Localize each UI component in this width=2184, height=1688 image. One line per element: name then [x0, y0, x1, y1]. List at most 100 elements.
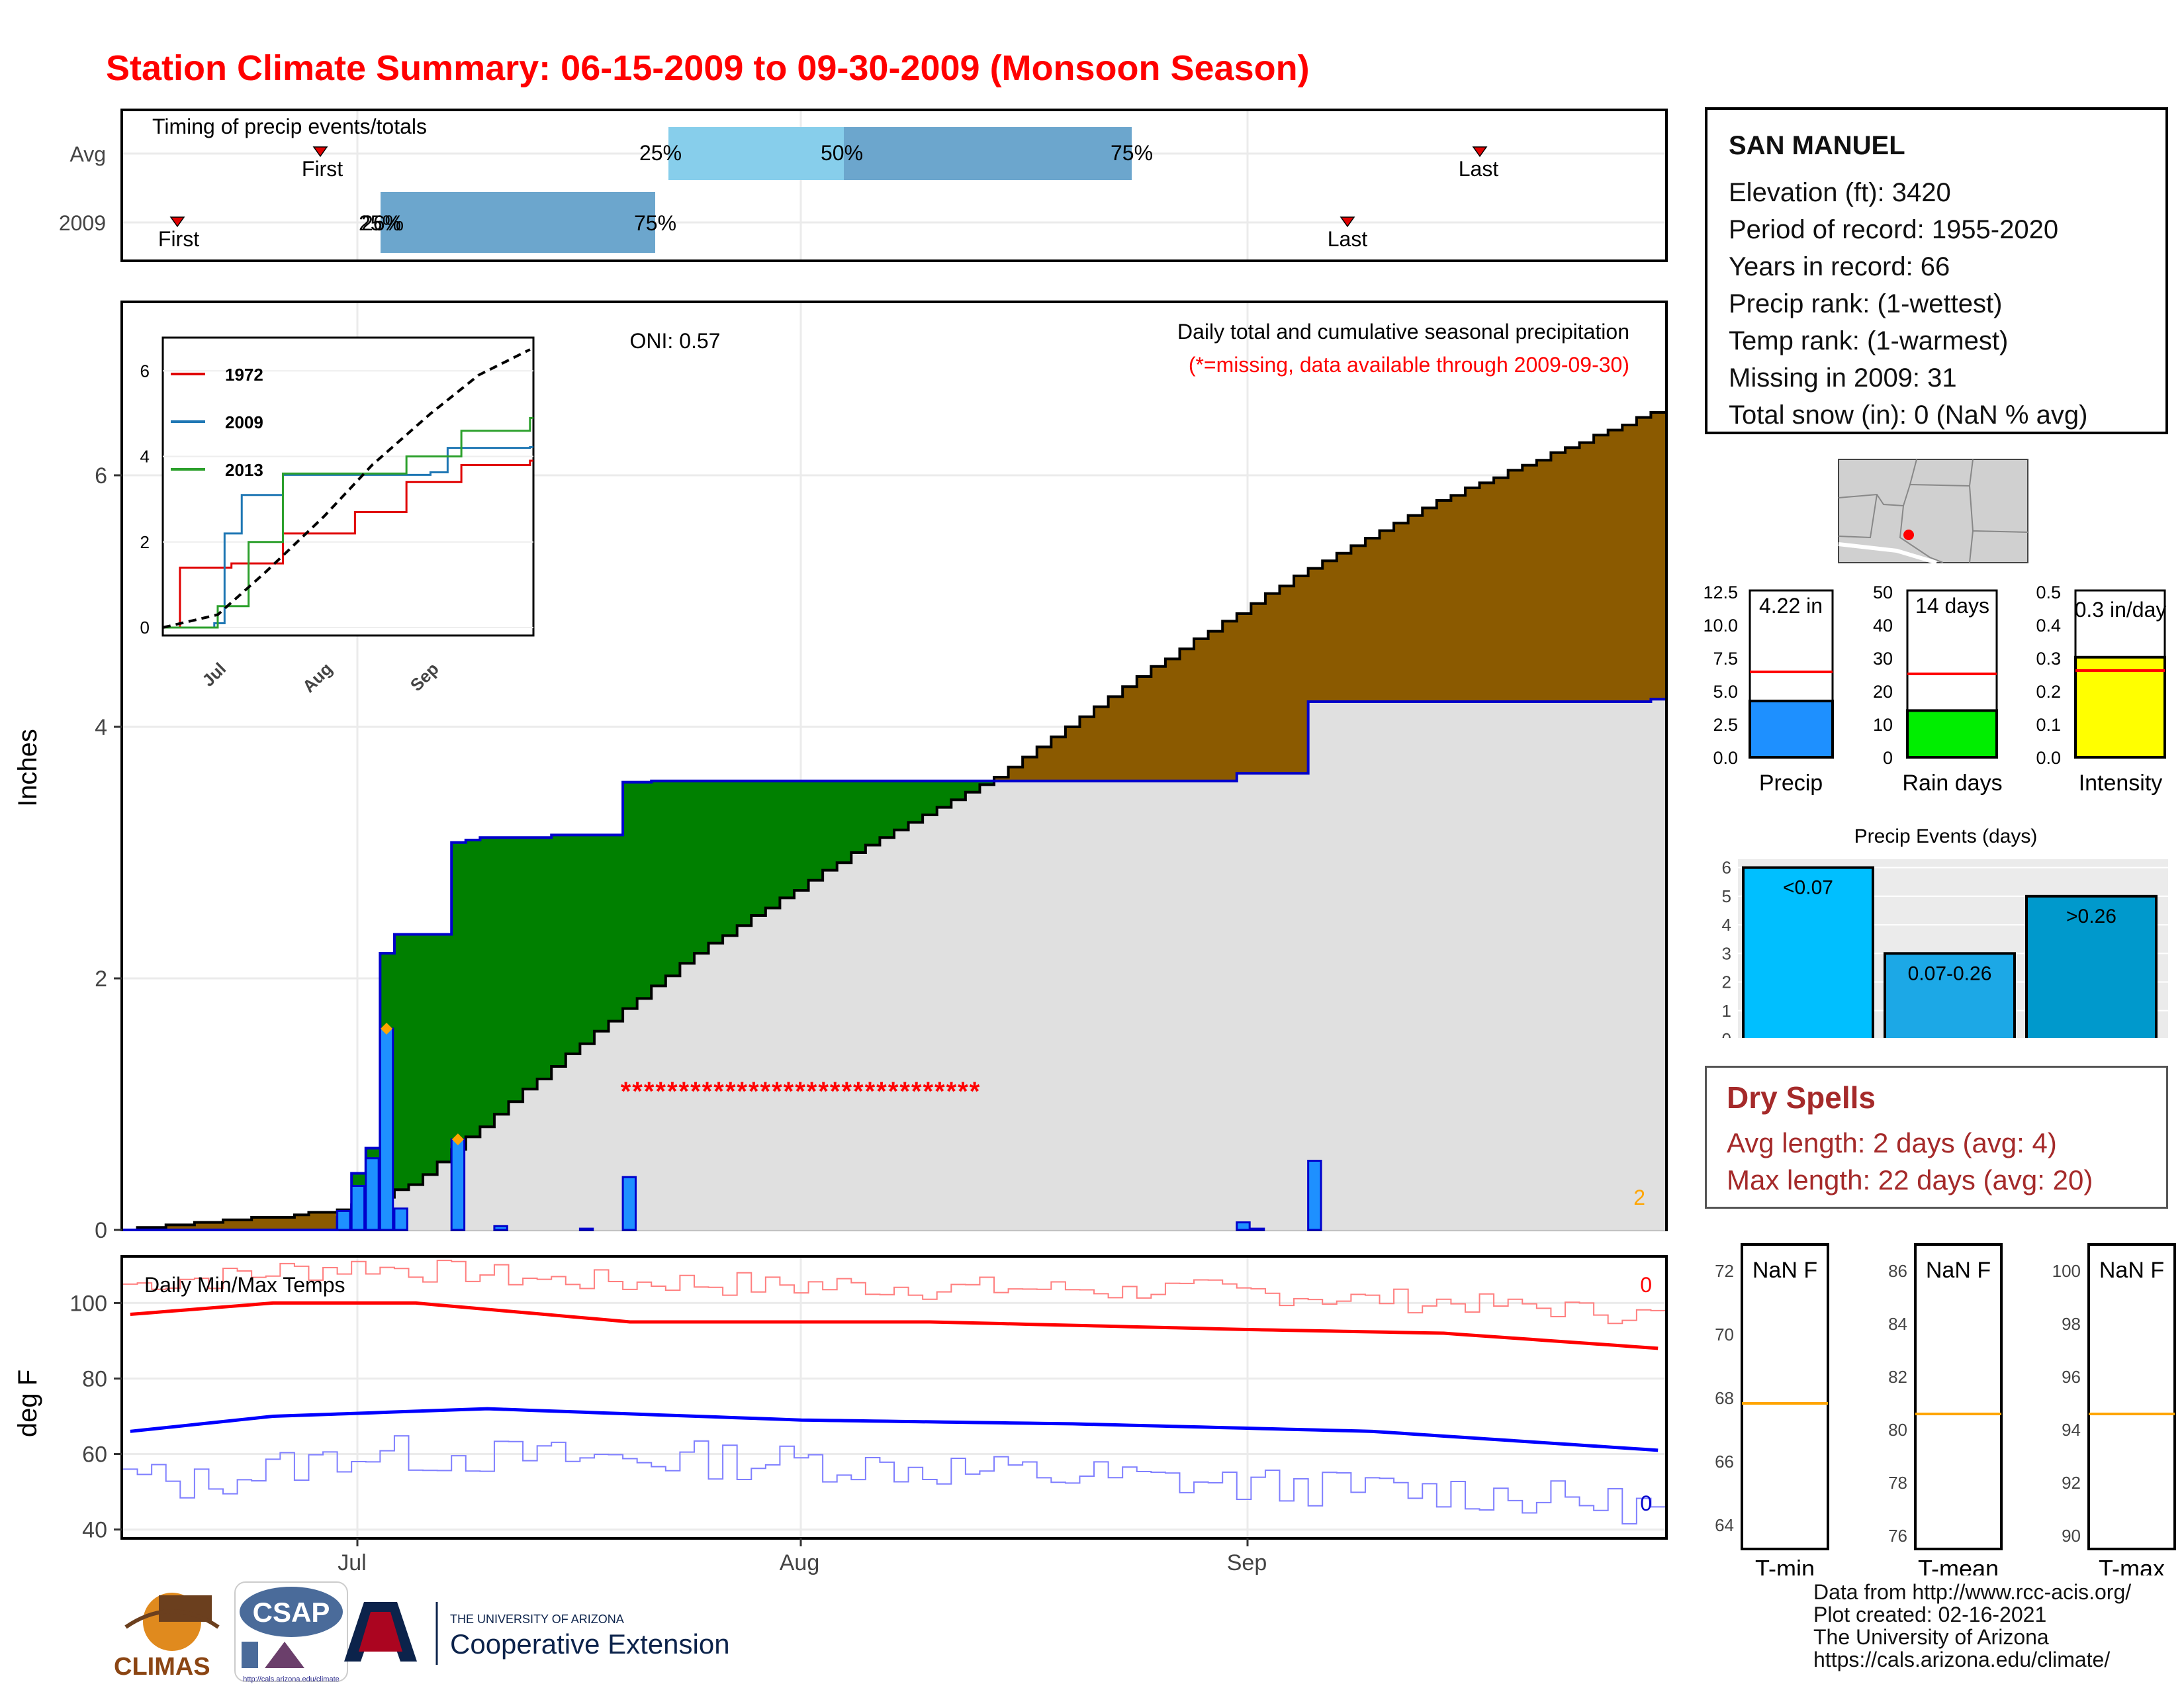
temp-box-tick: 66	[1715, 1452, 1734, 1472]
raindays-tick-3: 20	[1873, 682, 1893, 702]
credit-line-2: Plot created: 02-16-2021	[1813, 1603, 2047, 1626]
inset-y-tick: 4	[140, 447, 150, 467]
daily-bar	[393, 1207, 408, 1231]
y2009-first-marker	[169, 216, 185, 228]
temp-box-tick: 94	[2062, 1420, 2081, 1440]
pe-range-label: 0.07-0.26	[1908, 962, 1992, 984]
tmax-count: 0	[1640, 1273, 1652, 1297]
tmax-avg-line	[130, 1301, 1659, 1350]
daily-bar	[621, 1176, 637, 1231]
credit-line-3: The University of Arizona	[1813, 1625, 2049, 1649]
intensity-tick-0: 0.5	[2036, 583, 2061, 602]
y2009-first-label: First	[158, 227, 199, 251]
daily-precip-bars	[336, 1027, 1322, 1231]
main-subtitle: Daily total and cumulative seasonal prec…	[1177, 320, 1629, 344]
pe-y-tick: 3	[1722, 943, 1731, 963]
precip-value-bar	[1749, 699, 1834, 759]
oni-label: ONI: 0.57	[630, 329, 721, 353]
daily-bar	[578, 1227, 594, 1231]
temp-y-tick-label: 60	[82, 1442, 107, 1468]
csap-url: http://cals.arizona.edu/climate	[243, 1675, 340, 1683]
temp-box-value: NaN F	[2099, 1258, 2164, 1283]
avg-last-label: Last	[1459, 157, 1499, 181]
temp-box-value: NaN F	[1926, 1258, 1991, 1283]
record-marker	[451, 1133, 464, 1146]
raindays-value: 14 days	[1915, 594, 1989, 618]
temp-box-tick: 92	[2062, 1473, 2081, 1493]
inset-y-tick: 0	[140, 618, 150, 637]
ua-big-text: Cooperative Extension	[450, 1628, 730, 1660]
daily-bar	[336, 1210, 351, 1231]
intensity-value: 0.3 in/day	[2075, 598, 2167, 622]
temp-box-frame	[1914, 1243, 2003, 1550]
y2009-last-label: Last	[1328, 227, 1368, 251]
intensity-tick-3: 0.2	[2036, 682, 2061, 702]
avg-p25-label: 25%	[639, 141, 682, 165]
legend-1972-label: 1972	[225, 365, 263, 385]
station-location-marker	[1903, 530, 1914, 540]
avg-p50-label: 50%	[821, 141, 863, 165]
xtick-aug: Aug	[780, 1550, 820, 1575]
avg-first-marker	[312, 146, 328, 158]
tmin-avg-line	[130, 1407, 1659, 1452]
avg-last-marker	[1472, 146, 1488, 158]
temp-box-tick: 72	[1715, 1261, 1734, 1281]
y2009-bar	[381, 192, 655, 253]
intensity-tick-5: 0.0	[2036, 748, 2061, 768]
csap-logo: CSAP http://cals.arizona.edu/climate	[234, 1581, 348, 1683]
temp-box-tick: 100	[2052, 1261, 2081, 1281]
inset-line-avg	[162, 348, 531, 629]
inset-y-tick: 6	[140, 361, 150, 381]
temp-box-tick: 70	[1715, 1325, 1734, 1344]
pe-y-tick: 1	[1722, 1001, 1731, 1021]
pe-bar-light	[1742, 866, 1874, 1038]
temp-y-tick-label: 40	[82, 1518, 107, 1543]
intensity-mini-chart: 0.5 0.4 0.3 0.2 0.1 0.0 0.3 in/day Inten…	[2036, 583, 2166, 796]
avg-first-label: First	[302, 157, 343, 181]
temp-box-tick: 98	[2062, 1314, 2081, 1334]
precip-value: 4.22 in	[1759, 594, 1823, 618]
precip-events-title: Precip Events (days)	[1854, 825, 2038, 847]
y2009-last-marker	[1340, 216, 1355, 228]
timing-panel: Timing of precip events/totals Avg 2009 …	[59, 109, 1668, 262]
raindays-tick-4: 10	[1873, 715, 1893, 735]
tmin-box: 72 70 68 66 64 NaN F T-min	[1715, 1243, 1829, 1575]
raindays-tick-1: 40	[1873, 616, 1893, 635]
raindays-mini-chart: 50 40 30 20 10 0 14 days Rain days	[1873, 583, 2003, 796]
credit-line-4: https://cals.arizona.edu/climate/	[1813, 1648, 2111, 1671]
pe-y-tick: 0	[1722, 1029, 1731, 1038]
location-map	[1838, 459, 2028, 564]
x-axis-labels: Jul Aug Sep	[338, 1550, 1267, 1575]
precip-events-chart: Precip Events (days) 6543210 <0.07Light0…	[1722, 825, 2168, 1038]
avg-p75-label: 75%	[1111, 141, 1153, 165]
temp-box-frame	[1741, 1243, 1829, 1550]
station-temp-rank: Temp rank: (1-warmest)	[1729, 326, 2009, 355]
intensity-value-bar	[2074, 655, 2166, 759]
pe-y-tick: 6	[1722, 858, 1731, 878]
raindays-tick-0: 50	[1873, 583, 1893, 602]
daily-bar	[379, 1027, 394, 1231]
dry-avg-length: Avg length: 2 days (avg: 4)	[1727, 1127, 2057, 1158]
main-y-label: Inches	[13, 729, 42, 807]
ua-logo: THE UNIVERSITY OF ARIZONA Cooperative Ex…	[344, 1602, 730, 1665]
pe-y-tick: 5	[1722, 886, 1731, 906]
tmax-box: 100 98 96 94 92 90 NaN F T-max	[2052, 1243, 2176, 1575]
precip-tick-3: 5.0	[1713, 682, 1738, 702]
climas-text: CLIMAS	[114, 1653, 210, 1681]
precip-tick-4: 2.5	[1713, 715, 1738, 735]
page-title: Station Climate Summary: 06-15-2009 to 0…	[106, 48, 1310, 88]
intensity-mini-label: Intensity	[2079, 771, 2163, 796]
station-snow: Total snow (in): 0 (NaN % avg)	[1729, 400, 2088, 430]
record-day-markers	[381, 1023, 464, 1146]
y2009-p25-label: 25%	[359, 211, 401, 235]
csap-text: CSAP	[253, 1597, 330, 1628]
legend-2009-label: 2009	[225, 412, 263, 432]
temp-box-label: T-mean	[1918, 1555, 1999, 1575]
temp-title: Daily Min/Max Temps	[144, 1273, 345, 1297]
temp-boxes: 72 70 68 66 64 NaN F T-min 86 84 82 80 78 76 NaN F T-…	[1715, 1243, 2176, 1575]
raindays-value-bar	[1906, 709, 1998, 759]
main-y-tick-label: 6	[95, 463, 107, 489]
pe-bar-moderate	[1884, 952, 2016, 1038]
temp-box-tick: 82	[1888, 1367, 1907, 1387]
temp-box-tick: 68	[1715, 1388, 1734, 1408]
